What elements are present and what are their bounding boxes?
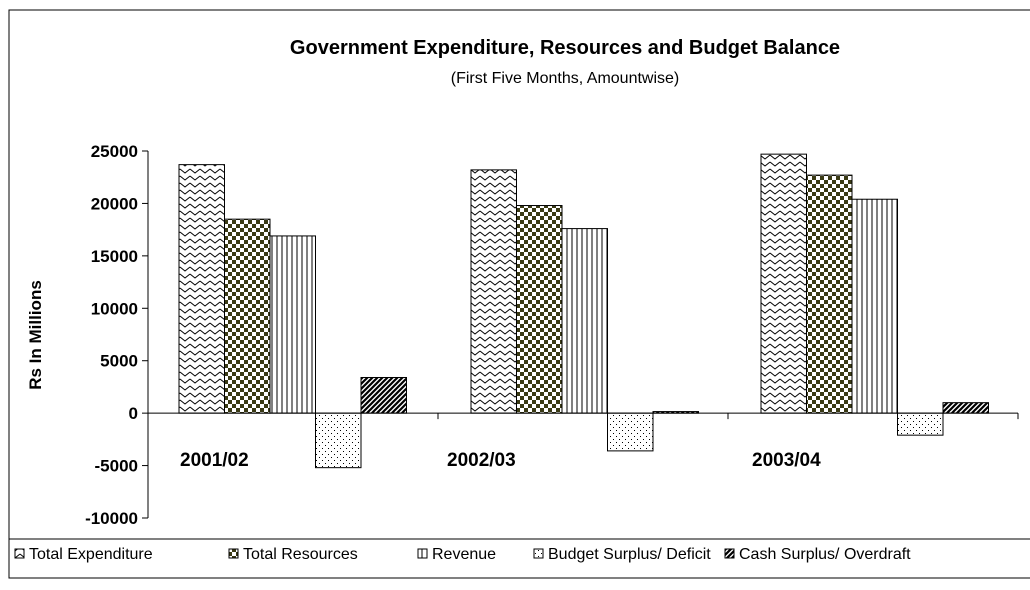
legend-box — [8, 538, 1030, 579]
bar-cash-surplus-overdraft-2 — [942, 402, 989, 414]
chart-title: Government Expenditure, Resources and Bu… — [290, 37, 840, 59]
y-tick-label: 10000 — [91, 299, 138, 318]
bar-budget-surplus-deficit-2 — [897, 412, 944, 436]
bar-total-expenditure-0 — [178, 164, 225, 414]
legend-swatch — [533, 548, 544, 559]
category-label: 2002/03 — [447, 450, 516, 471]
legend-label: Total Resources — [243, 546, 358, 563]
legend-swatch — [14, 548, 25, 559]
y-tick-label: 15000 — [91, 247, 138, 266]
legend-swatch — [228, 548, 239, 559]
bar-total-resources-0 — [224, 218, 271, 414]
category-label: 2001/02 — [180, 450, 249, 471]
bar-cash-surplus-overdraft-0 — [360, 376, 407, 414]
legend: Total Expenditure Total Resources Revenue B… — [8, 538, 1030, 579]
y-tick-label: -5000 — [95, 457, 138, 476]
y-axis-label: Rs In Millions — [26, 280, 45, 390]
bar-revenue-2 — [851, 198, 898, 414]
bar-budget-surplus-deficit-0 — [315, 412, 362, 469]
legend-label: Budget Surplus/ Deficit — [548, 546, 711, 563]
plot-area: 25000 20000 15000 10000 5000 0 -5000 -10000 2001… — [85, 142, 1019, 528]
y-tick-label: 0 — [129, 404, 138, 423]
bar-budget-surplus-deficit-1 — [607, 412, 654, 452]
bar-total-expenditure-1 — [470, 169, 517, 414]
bar-total-resources-1 — [516, 205, 563, 414]
bar-total-resources-2 — [806, 174, 853, 414]
y-tick-label: -10000 — [85, 509, 138, 528]
bar-revenue-0 — [269, 235, 316, 414]
y-tick-label: 20000 — [91, 194, 138, 213]
chart-subtitle: (First Five Months, Amountwise) — [451, 70, 680, 87]
y-tick-label: 25000 — [91, 142, 138, 161]
legend-label: Total Expenditure — [29, 546, 153, 563]
legend-swatch — [417, 548, 428, 559]
y-tick-label: 5000 — [100, 352, 138, 371]
bar-revenue-1 — [561, 228, 608, 414]
legend-swatch — [724, 548, 735, 559]
legend-label: Cash Surplus/ Overdraft — [739, 546, 911, 563]
legend-label: Revenue — [432, 546, 496, 563]
bar-total-expenditure-2 — [760, 153, 807, 414]
category-label: 2003/04 — [752, 450, 821, 471]
